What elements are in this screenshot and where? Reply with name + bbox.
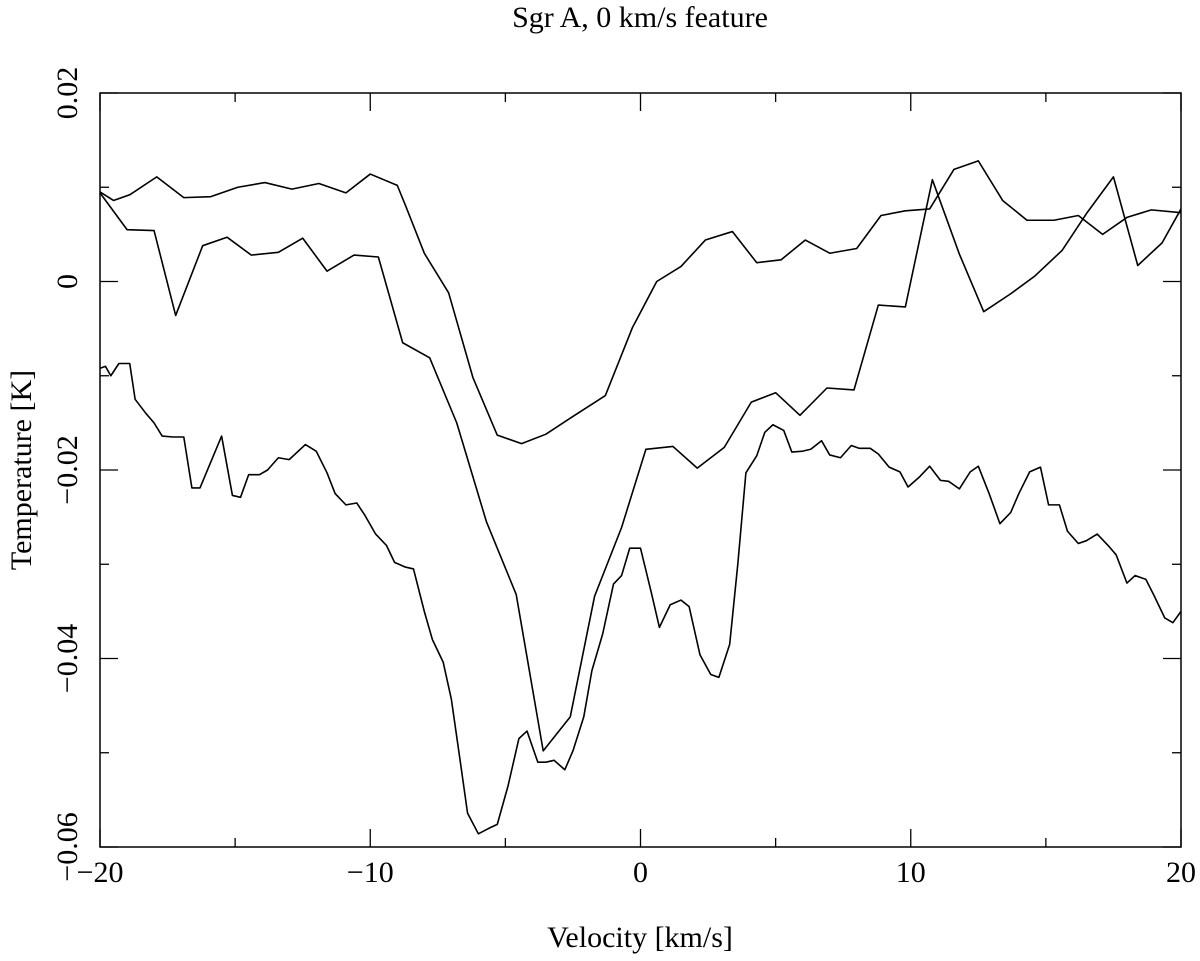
data-line bbox=[99, 160, 1182, 445]
data-line bbox=[99, 362, 1182, 835]
y-tick-label: 0 bbox=[51, 274, 84, 289]
x-tick-label: 20 bbox=[1166, 856, 1196, 889]
x-tick-label: −20 bbox=[77, 856, 124, 889]
y-tick-label: −0.04 bbox=[51, 624, 84, 693]
x-axis-label: Velocity [km/s] bbox=[547, 921, 733, 954]
x-tick-label: 10 bbox=[896, 856, 926, 889]
y-tick-label: −0.02 bbox=[51, 435, 84, 504]
y-axis-label: Temperature [K] bbox=[5, 370, 38, 570]
x-tick-label: 0 bbox=[633, 856, 648, 889]
chart-title: Sgr A, 0 km/s feature bbox=[512, 1, 768, 34]
y-tick-label: −0.06 bbox=[51, 812, 84, 881]
data-line bbox=[99, 176, 1182, 752]
x-tick-label: −10 bbox=[347, 856, 394, 889]
y-tick-label: 0.02 bbox=[51, 67, 84, 120]
plot-frame bbox=[99, 92, 1182, 848]
